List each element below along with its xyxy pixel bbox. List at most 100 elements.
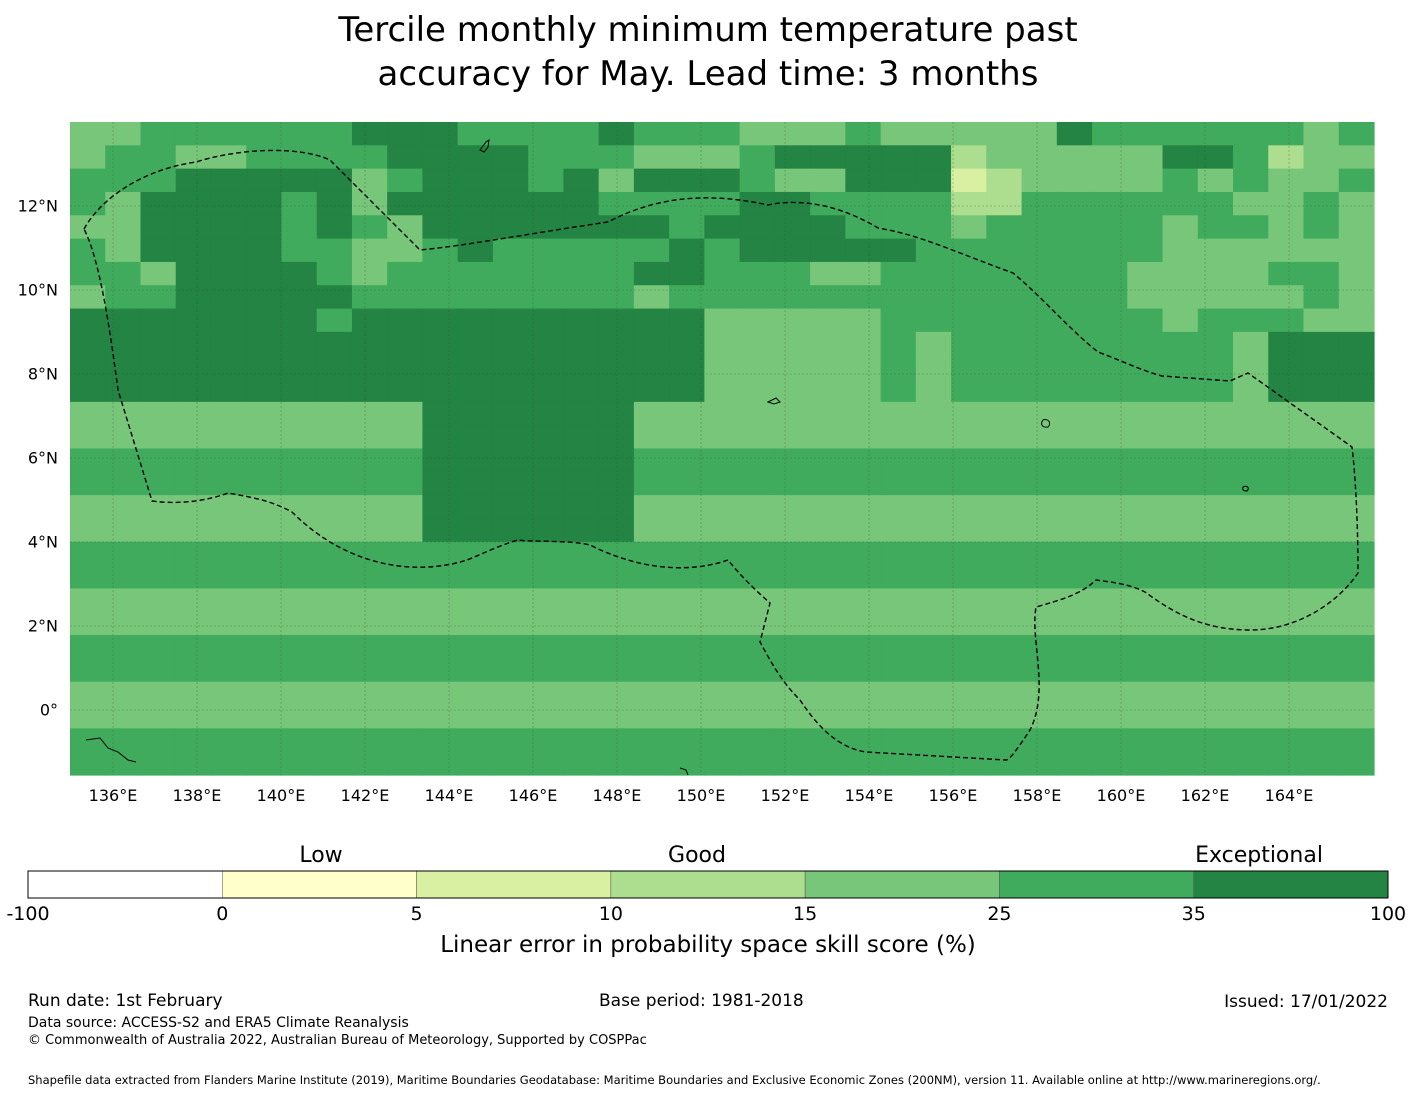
grid-cell [704,658,741,683]
grid-cell [175,145,212,170]
grid-cell [210,401,247,426]
grid-cell [457,145,494,170]
grid-cell [1021,681,1058,706]
grid-cell [422,565,459,590]
grid-cell [1021,308,1058,333]
grid-cell [528,355,564,380]
grid-cell [70,471,106,496]
grid-cell [1197,611,1234,636]
grid-cell [1162,238,1199,263]
grid-cell [281,588,318,613]
grid-cell [704,728,741,753]
grid-cell [140,145,177,170]
grid-cell [1233,425,1269,450]
grid-cell [492,495,529,520]
grid-cell [915,518,952,543]
grid-cell [246,518,283,543]
grid-cell [316,705,353,729]
grid-cell [845,122,882,146]
grid-cell [1162,611,1199,636]
grid-cell [880,471,917,496]
grid-cell [1127,145,1164,170]
grid-cell [669,611,705,636]
grid-cell [70,495,106,520]
grid-cell [845,448,882,473]
grid-cell [1056,191,1093,216]
grid-cell [986,425,1023,450]
grid-cell [210,635,247,659]
grid-cell [246,471,283,496]
grid-cell [457,168,494,193]
grid-cell [457,681,494,706]
grid-cell [669,145,705,170]
grid-cell [492,518,529,543]
grid-cell [563,285,600,310]
grid-cell [598,215,635,240]
grid-cell [1233,611,1269,636]
shapefile-credit: Shapefile data extracted from Flanders M… [28,1073,1321,1087]
grid-cell [492,425,529,450]
grid-cell [70,728,106,753]
grid-cell [387,145,424,170]
grid-cell [281,378,318,403]
grid-cell [598,425,635,450]
grid-cell [387,728,424,753]
grid-cell [387,658,424,683]
grid-cell [880,565,917,590]
grid-cell [422,355,459,380]
grid-cell [1092,588,1128,613]
grid-cell [1303,635,1340,659]
grid-cell [810,401,846,426]
grid-cell [1197,728,1234,753]
grid-cell [810,495,846,520]
grid-cell [140,355,177,380]
grid-cell [1268,681,1305,706]
grid-cell [1056,471,1093,496]
grid-cell [1056,425,1093,450]
grid-cell [387,168,424,193]
grid-cell [633,378,670,403]
grid-cell [1092,378,1128,403]
grid-cell [175,728,212,753]
grid-cell [1233,215,1269,240]
grid-cell [810,425,846,450]
grid-cell [175,308,212,333]
grid-cell [598,378,635,403]
grid-cell [845,705,882,729]
grid-cell [210,425,247,450]
grid-cell [951,285,987,310]
grid-cell [1127,588,1164,613]
grid-cell [598,658,635,683]
grid-cell [704,541,741,566]
grid-cell [1197,355,1234,380]
grid-cell [598,705,635,729]
grid-cell [387,378,424,403]
grid-cell [140,122,177,146]
grid-cell [845,285,882,310]
grid-cell [70,751,106,776]
grid-cell [1338,285,1375,310]
grid-cell [1056,611,1093,636]
grid-cell [1268,705,1305,729]
island-outlines [85,138,1249,776]
grid-cell [351,308,388,333]
grid-cell [739,728,776,753]
grid-cell [210,285,247,310]
grid-cell [774,728,811,753]
grid-cell [1162,751,1199,776]
grid-cell [1056,588,1093,613]
grid-cell [70,308,106,333]
grid-cell [669,635,705,659]
grid-cell [105,378,142,403]
grid-cell [105,471,142,496]
grid-cell [422,705,459,729]
grid-cell [175,751,212,776]
grid-cell [739,541,776,566]
grid-cell [351,261,388,286]
grid-cell [563,331,600,356]
grid-cell [880,168,917,193]
grid-cell [880,541,917,566]
grid-cell [528,378,564,403]
grid-cell [422,122,459,146]
grid-cell [1127,355,1164,380]
